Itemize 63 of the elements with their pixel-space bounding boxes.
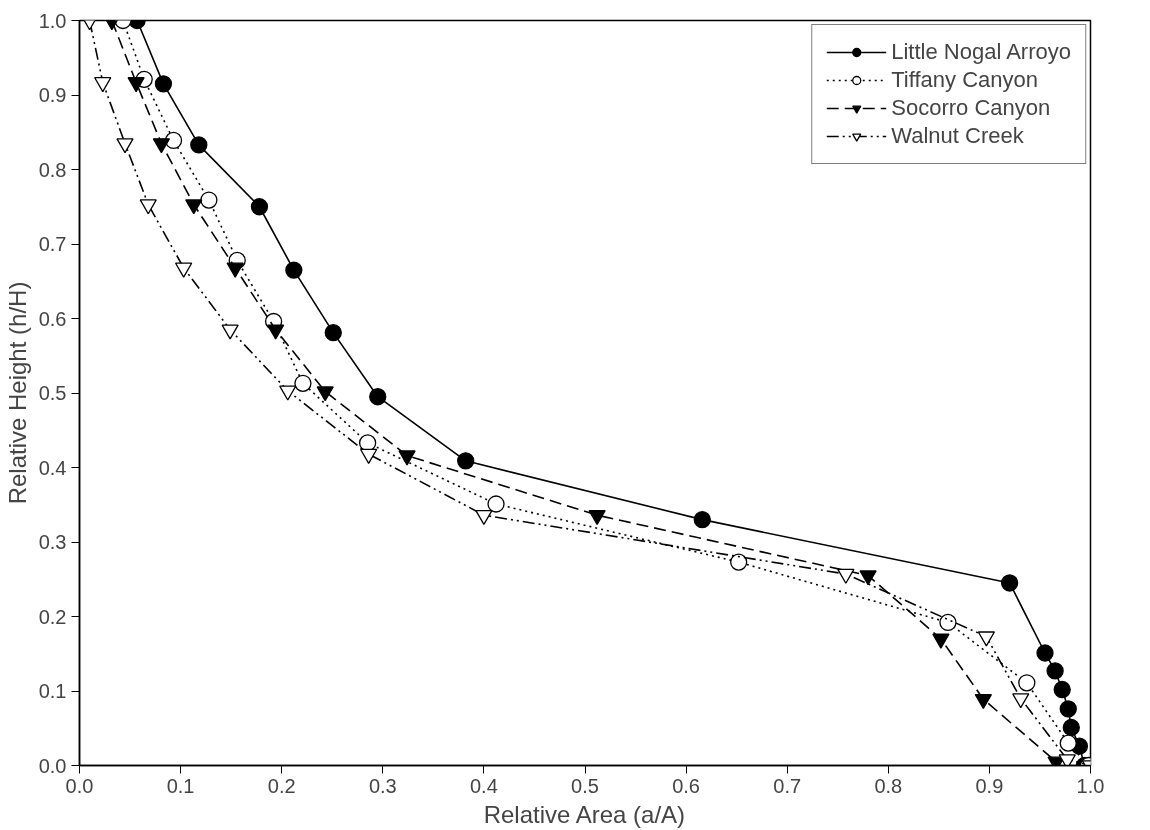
x-tick-label: 0.6 bbox=[672, 774, 701, 797]
y-tick-label: 0.3 bbox=[38, 531, 67, 553]
y-axis-title: Relative Height (h/H) bbox=[3, 281, 31, 505]
x-tick-label: 0.1 bbox=[166, 774, 195, 797]
point bbox=[360, 448, 378, 464]
x-tick-label: 0.9 bbox=[975, 774, 1004, 797]
point bbox=[1018, 674, 1036, 692]
y-tick-label: 0.9 bbox=[38, 84, 67, 106]
y-tick-label: 0.2 bbox=[38, 605, 67, 628]
point bbox=[588, 509, 606, 526]
point bbox=[1059, 700, 1077, 718]
point bbox=[859, 570, 877, 586]
point bbox=[1059, 734, 1077, 752]
point bbox=[116, 138, 134, 154]
point bbox=[398, 450, 416, 466]
point bbox=[324, 324, 342, 342]
legend-label: Walnut Creek bbox=[891, 123, 1024, 149]
point bbox=[1000, 574, 1019, 592]
point bbox=[139, 199, 157, 215]
point bbox=[487, 495, 505, 513]
x-tick-label: 0.5 bbox=[571, 774, 599, 797]
y-tick-label: 0.1 bbox=[38, 680, 67, 702]
point bbox=[837, 568, 855, 584]
point bbox=[693, 511, 711, 529]
point bbox=[730, 553, 748, 571]
point bbox=[1036, 644, 1054, 662]
x-tick-label: 0.8 bbox=[874, 774, 903, 797]
point bbox=[977, 631, 996, 647]
x-tick-label: 0.2 bbox=[267, 774, 296, 797]
point bbox=[94, 77, 112, 93]
x-tick-label: 0.7 bbox=[773, 774, 802, 797]
legend-label: Tiffany Canyon bbox=[891, 67, 1038, 93]
y-tick-label: 0.7 bbox=[38, 233, 67, 255]
x-tick-label: 0.4 bbox=[470, 774, 498, 797]
x-tick-label: 0.0 bbox=[65, 774, 94, 797]
point bbox=[279, 385, 297, 401]
point bbox=[369, 388, 387, 406]
x-tick-label: 0.3 bbox=[368, 774, 397, 797]
x-axis-title: Relative Area (a/A) bbox=[483, 800, 686, 828]
y-tick-label: 1.0 bbox=[38, 9, 67, 32]
point bbox=[185, 199, 203, 215]
point bbox=[127, 77, 145, 93]
point bbox=[932, 633, 950, 649]
y-tick-label: 0.8 bbox=[38, 158, 67, 181]
x-tick-label: 1.0 bbox=[1076, 774, 1105, 797]
point bbox=[174, 262, 193, 278]
y-tick-label: 0.4 bbox=[38, 456, 67, 479]
y-tick-label: 0.6 bbox=[38, 307, 67, 330]
point bbox=[221, 324, 239, 340]
point bbox=[1053, 680, 1071, 699]
point bbox=[226, 262, 244, 278]
point bbox=[1062, 718, 1080, 737]
point bbox=[457, 452, 475, 470]
point bbox=[1046, 662, 1064, 680]
point bbox=[316, 386, 334, 402]
point bbox=[939, 613, 957, 632]
point bbox=[475, 509, 493, 526]
y-tick-label: 0.5 bbox=[38, 382, 67, 404]
legend-label: Little Nogal Arroyo bbox=[891, 39, 1071, 65]
point bbox=[266, 324, 285, 340]
point bbox=[152, 138, 171, 154]
y-tick-label: 0.0 bbox=[38, 754, 67, 777]
legend-label: Socorro Canyon bbox=[891, 95, 1051, 121]
